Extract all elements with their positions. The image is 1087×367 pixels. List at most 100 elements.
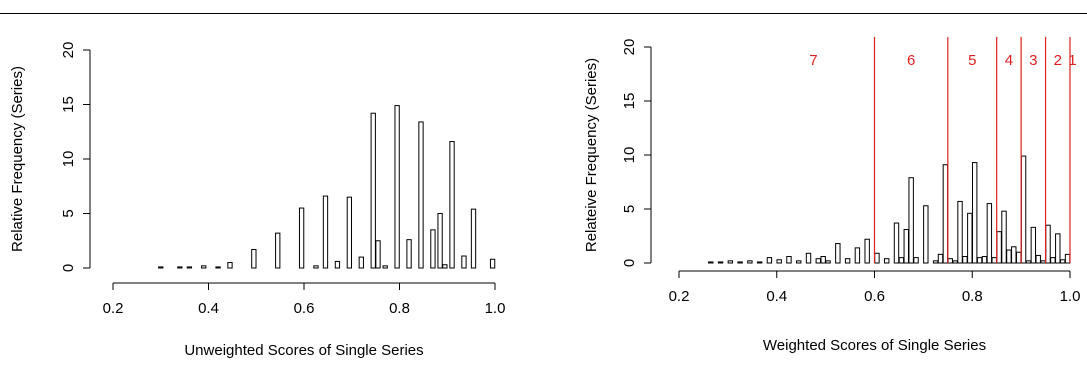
x-tick-label: 1.0 — [1060, 288, 1081, 305]
histogram-bar — [334, 260, 341, 269]
histogram-bar — [1001, 210, 1007, 264]
histogram-bar — [957, 200, 963, 264]
histogram-bar — [201, 265, 207, 269]
histogram-bar — [854, 247, 861, 264]
zone-label: 1 — [1068, 52, 1076, 69]
histogram-bar — [893, 222, 900, 264]
y-tick-label: 15 — [621, 93, 638, 110]
histogram-bar — [947, 258, 953, 264]
histogram-bar — [346, 196, 353, 269]
histogram-bar — [1020, 155, 1027, 264]
histogram-bar — [908, 177, 914, 264]
x-tick-label: 0.6 — [864, 288, 885, 305]
histogram-bar — [1059, 259, 1066, 264]
y-tick-label: 5 — [60, 209, 77, 217]
histogram-bar — [884, 258, 890, 264]
histogram-bar — [1040, 260, 1046, 264]
histogram-bar — [1025, 260, 1032, 264]
x-axis-label: Weighted Scores of Single Series — [763, 337, 986, 354]
histogram-bar — [815, 258, 821, 264]
x-tick-label: 0.8 — [962, 288, 983, 305]
histogram-bar — [370, 112, 376, 269]
histogram-bar — [1055, 233, 1061, 264]
histogram-bar — [470, 208, 477, 269]
histogram-bar — [976, 257, 983, 264]
y-tick-label: 15 — [60, 96, 77, 113]
histogram-bar — [430, 229, 436, 269]
histogram-bar — [1011, 246, 1017, 264]
histogram-bar — [442, 264, 448, 269]
histogram-bar — [375, 240, 381, 269]
histogram-bar — [708, 261, 714, 264]
histogram-bar — [1006, 249, 1012, 264]
histogram-bar — [275, 232, 281, 269]
histogram-bar — [864, 238, 870, 264]
histogram-bar — [967, 212, 973, 264]
histogram-bar — [1030, 226, 1037, 264]
x-axis-label: Unweighted Scores of Single Series — [184, 342, 423, 359]
histogram-bar — [737, 261, 743, 264]
histogram-bar — [1064, 253, 1071, 264]
top-border-line — [0, 13, 1087, 14]
histogram-bar — [177, 266, 183, 269]
y-tick-label: 20 — [60, 42, 77, 59]
histogram-bar — [298, 207, 305, 269]
zone-label: 6 — [907, 52, 915, 69]
histogram-bar — [913, 257, 919, 264]
histogram-bar — [786, 256, 792, 264]
histogram-bar — [903, 229, 909, 264]
histogram-bar — [215, 266, 221, 269]
histogram-bar — [996, 231, 1002, 264]
histogram-bar — [942, 164, 949, 264]
y-axis-label: Relative Frequency (Series) — [9, 66, 26, 252]
histogram-bar — [844, 258, 851, 264]
histogram-bar — [322, 195, 329, 269]
histogram-bar — [962, 256, 968, 264]
histogram-bar — [825, 260, 831, 264]
histogram-bar — [874, 252, 880, 264]
histogram-bar — [835, 243, 841, 264]
histogram-bar — [1050, 257, 1056, 264]
unweighted-histogram-panel: 0.2 0.4 0.6 0.8 1.0 0 5 10 15 20 Unweighted Scores… — [9, 42, 505, 359]
histogram-bar — [394, 105, 400, 269]
histogram-bar — [437, 213, 443, 269]
histogram-bar — [251, 248, 257, 269]
histogram-bar — [313, 265, 319, 269]
y-axis-label: Relateive Frequency (Series) — [583, 58, 600, 252]
x-tick-label: 0.6 — [294, 300, 315, 317]
histogram-bar — [449, 141, 455, 269]
histogram-bar — [756, 261, 763, 264]
histogram-bar — [461, 255, 467, 269]
zone-label: 5 — [968, 52, 976, 69]
histogram-bar — [747, 260, 753, 264]
histogram-bar — [952, 260, 958, 264]
x-tick-label: 0.4 — [766, 288, 787, 305]
histogram-bar — [1015, 251, 1022, 264]
histogram-bar — [805, 252, 812, 264]
histogram-bar — [358, 256, 364, 269]
histogram-bar — [1035, 254, 1041, 264]
y-tick-label: 10 — [621, 147, 638, 164]
histogram-bar — [1045, 224, 1051, 264]
y-tick-label: 0 — [621, 259, 638, 267]
y-tick-label: 10 — [60, 151, 77, 168]
y-tick-label: 20 — [621, 39, 638, 56]
histogram-bar — [937, 253, 944, 264]
x-tick-label: 0.4 — [198, 300, 219, 317]
zone-label: 4 — [1005, 52, 1013, 69]
histogram-bar — [418, 121, 424, 269]
zone-label: 2 — [1054, 52, 1062, 69]
histogram-bar — [991, 257, 997, 264]
histogram-bar — [776, 259, 782, 264]
histogram-bar — [971, 162, 978, 264]
y-tick-label: 0 — [60, 264, 77, 272]
histogram-bar — [406, 239, 412, 269]
zone-label: 7 — [809, 52, 817, 69]
zone-label: 3 — [1029, 52, 1037, 69]
histogram-bar — [227, 262, 233, 269]
histogram-bar — [158, 266, 164, 269]
histogram-bar — [820, 256, 826, 264]
histogram-bar — [766, 257, 773, 264]
x-tick-label: 0.2 — [669, 288, 690, 305]
